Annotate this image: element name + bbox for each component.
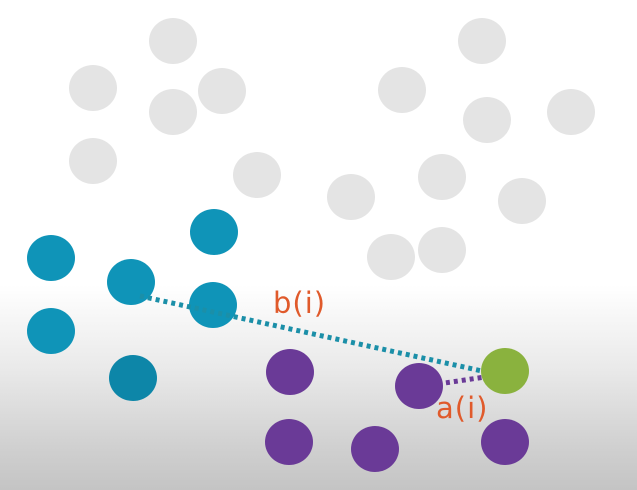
grey-point [547,89,595,135]
grey-point [198,68,246,114]
purple-point [266,349,314,395]
grey-point [418,227,466,273]
teal-point [107,259,155,305]
teal-cluster-points [27,209,238,401]
grey-point [149,18,197,64]
a-label: a(i) [436,391,488,425]
grey-point [327,174,375,220]
teal-point [109,355,157,401]
grey-point [498,178,546,224]
teal-point [190,209,238,255]
purple-point [265,419,313,465]
purple-cluster-points [265,349,529,472]
purple-point [351,426,399,472]
grey-point [233,152,281,198]
teal-point [27,308,75,354]
b-distance-segment [139,293,506,379]
grey-point [418,154,466,200]
b-label: b(i) [273,286,326,320]
grey-point [367,234,415,280]
teal-point [27,235,75,281]
grey-cluster-points [69,18,595,280]
grey-point [69,138,117,184]
grey-point [458,18,506,64]
grey-point [149,89,197,135]
purple-point [395,363,443,409]
grey-point [463,97,511,143]
grey-point [69,65,117,111]
b-distance-line [139,293,506,379]
point-i [481,348,529,394]
teal-point [189,282,237,328]
purple-point [481,419,529,465]
grey-point [378,67,426,113]
